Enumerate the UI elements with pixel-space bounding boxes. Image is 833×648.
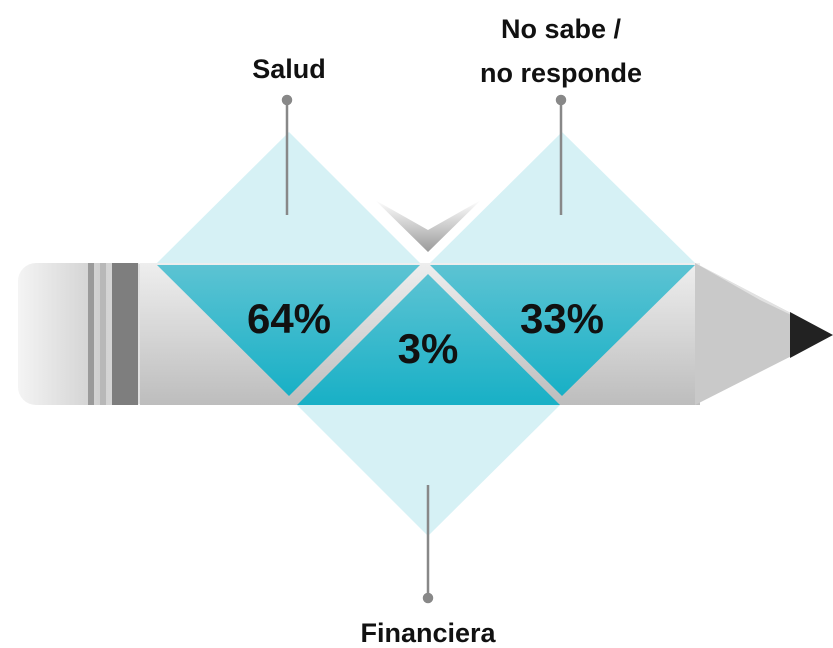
- percentage: 33%: [520, 295, 604, 342]
- label: Salud: [252, 54, 326, 84]
- infographic: Salud Financiera No sabe / no responde 6…: [0, 0, 833, 648]
- percentage: 64%: [247, 295, 331, 342]
- label: No sabe /: [501, 14, 622, 44]
- label: Financiera: [360, 618, 496, 648]
- label: no responde: [480, 58, 642, 88]
- percentage: 3%: [398, 325, 459, 372]
